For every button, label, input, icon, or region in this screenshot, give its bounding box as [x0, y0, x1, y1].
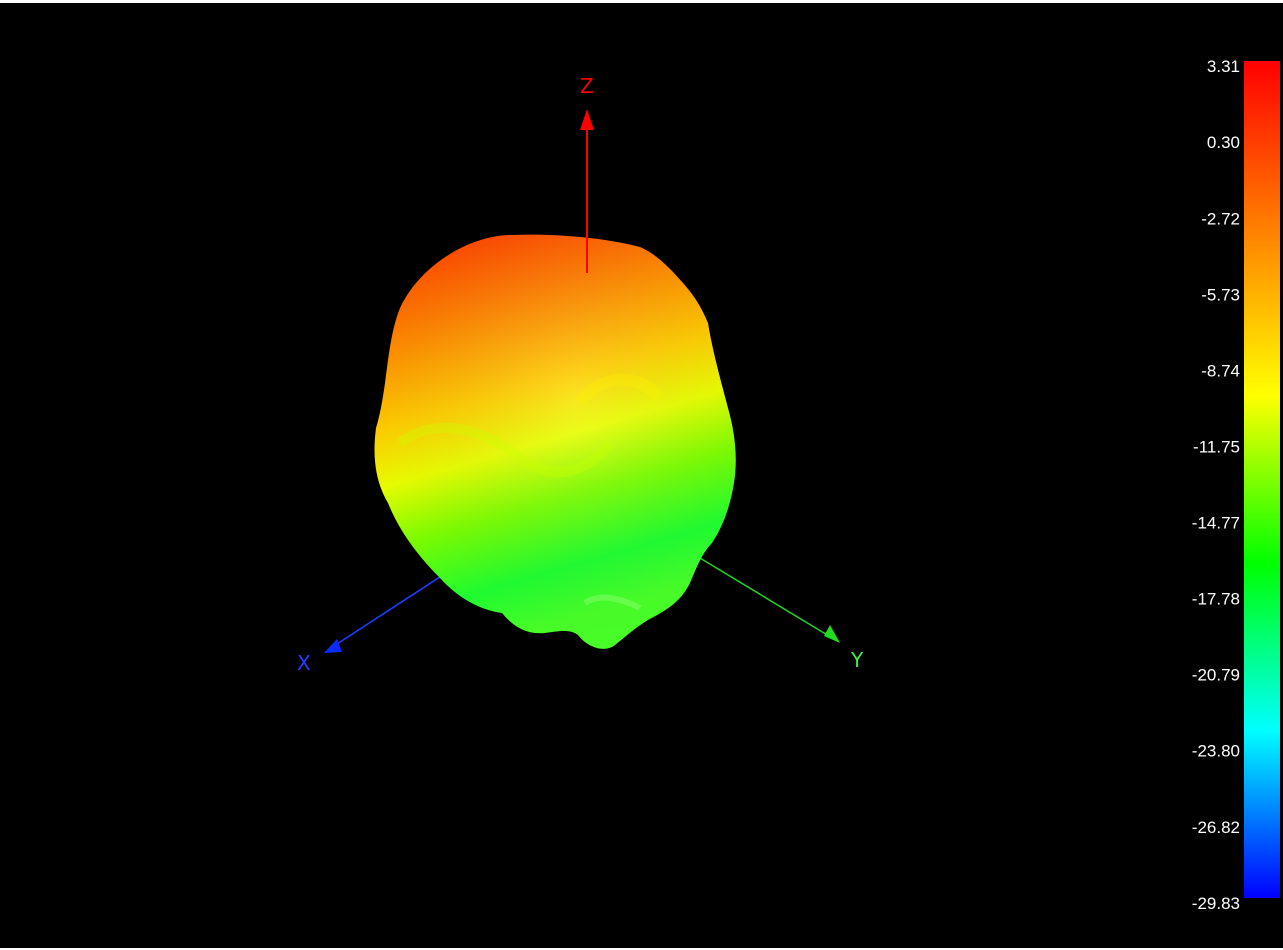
- 3d-plot-viewport[interactable]: Z X Y 3.31 0.30 -2.72 -5.73 -8.74 -11.75 -14.7…: [0, 3, 1283, 948]
- colorbar-tick-label: -8.74: [1201, 361, 1240, 380]
- colorbar-tick-label: -5.73: [1201, 285, 1240, 304]
- y-axis-line: [689, 551, 830, 637]
- colorbar-tick-label: -29.83: [1192, 894, 1240, 913]
- z-axis-label: Z: [580, 74, 594, 98]
- y-axis-arrowhead: [824, 625, 840, 643]
- surface-fold: [575, 373, 665, 407]
- surface-fold: [397, 423, 615, 478]
- surface-fold: [583, 594, 642, 611]
- colorbar-tick-label: -17.78: [1192, 590, 1240, 609]
- colorbar-tick-label: -14.77: [1192, 514, 1240, 533]
- colorbar-tick-label: -20.79: [1192, 666, 1240, 685]
- x-axis-arrowhead: [324, 639, 342, 653]
- radiation-pattern-plot: Z X Y 3.31 0.30 -2.72 -5.73 -8.74 -11.75 -14.7…: [297, 57, 1280, 913]
- z-axis-arrowhead: [580, 109, 594, 130]
- colorbar-tick-label: -26.82: [1192, 818, 1240, 837]
- x-axis-label: X: [297, 651, 311, 675]
- surface-highlight: [374, 234, 736, 649]
- colorbar-tick-label: -11.75: [1193, 437, 1240, 456]
- colorbar-tick-label: -2.72: [1201, 209, 1240, 228]
- colorbar: 3.31 0.30 -2.72 -5.73 -8.74 -11.75 -14.77 -17.7…: [1192, 57, 1280, 913]
- colorbar-tick-label: 3.31: [1207, 57, 1240, 76]
- colorbar-fill: [1244, 61, 1280, 898]
- y-axis-label: Y: [850, 648, 864, 672]
- colorbar-tick-label: 0.30: [1207, 133, 1240, 152]
- colorbar-tick-label: -23.80: [1192, 742, 1240, 761]
